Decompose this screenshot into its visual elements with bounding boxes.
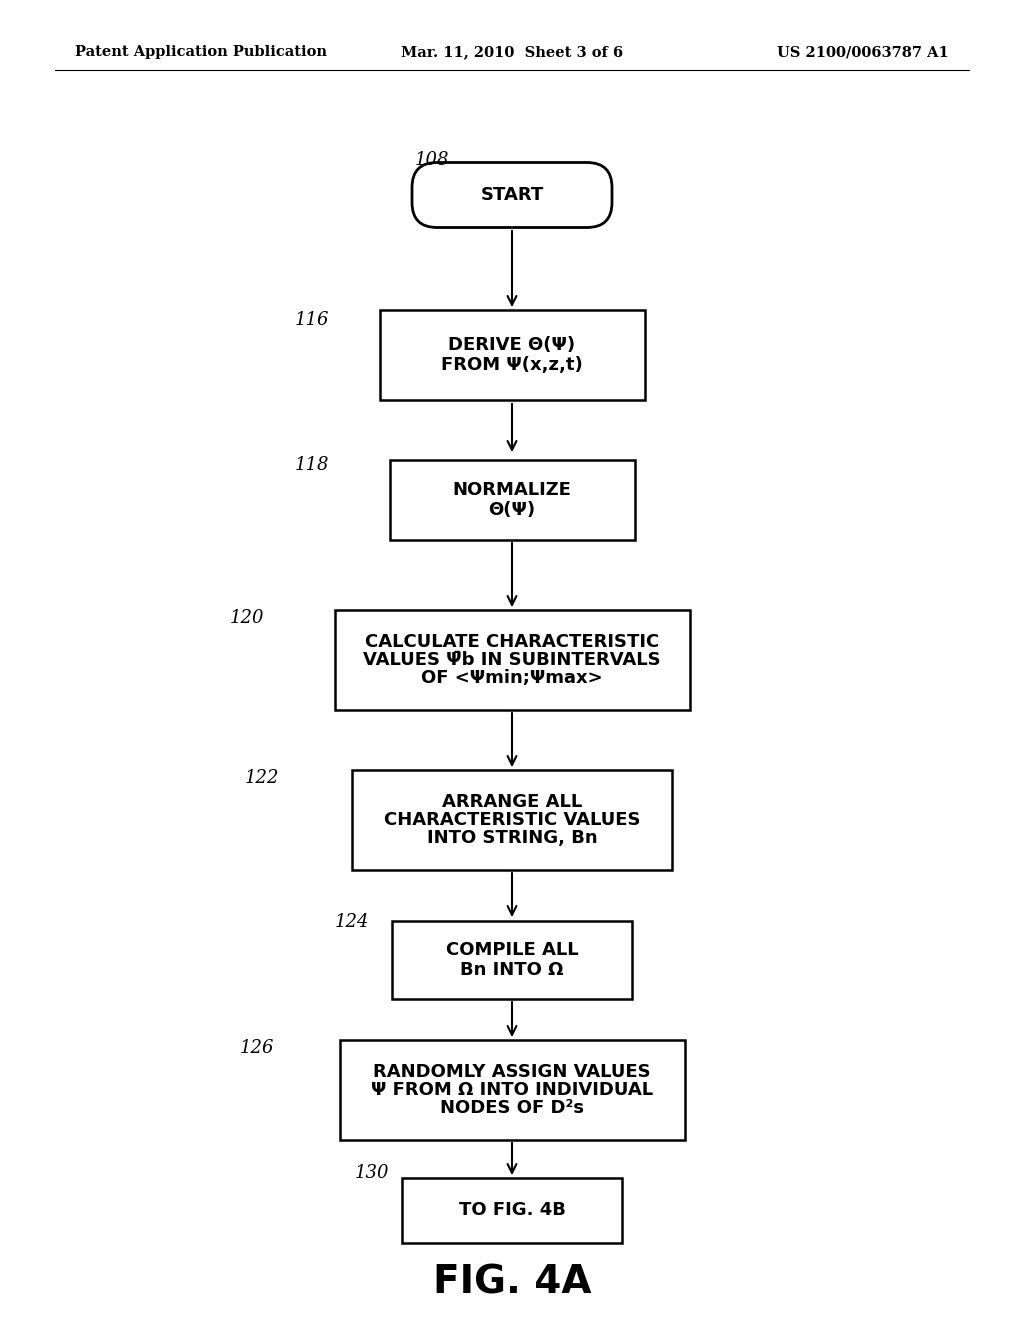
- Text: 130: 130: [355, 1164, 389, 1181]
- Text: 108: 108: [415, 150, 450, 169]
- Text: DERIVE Θ(Ψ)
FROM Ψ(x,z,t): DERIVE Θ(Ψ) FROM Ψ(x,z,t): [441, 335, 583, 375]
- Text: 124: 124: [335, 913, 370, 931]
- Text: Ψ FROM Ω INTO INDIVIDUAL: Ψ FROM Ω INTO INDIVIDUAL: [371, 1081, 653, 1100]
- Text: 122: 122: [245, 770, 280, 787]
- Text: CHARACTERISTIC VALUES: CHARACTERISTIC VALUES: [384, 810, 640, 829]
- Text: 118: 118: [295, 455, 330, 474]
- FancyBboxPatch shape: [412, 162, 612, 227]
- Text: RANDOMLY ASSIGN VALUES: RANDOMLY ASSIGN VALUES: [373, 1063, 651, 1081]
- Text: 120: 120: [230, 609, 264, 627]
- Bar: [335, 610, 689, 710]
- Text: 126: 126: [240, 1039, 274, 1057]
- Text: Mar. 11, 2010  Sheet 3 of 6: Mar. 11, 2010 Sheet 3 of 6: [401, 45, 623, 59]
- Text: VALUES Ψ̄b IN SUBINTERVALS: VALUES Ψ̄b IN SUBINTERVALS: [364, 651, 660, 669]
- Text: NODES OF D²s: NODES OF D²s: [440, 1100, 584, 1117]
- Text: NORMALIZE
Θ(Ψ): NORMALIZE Θ(Ψ): [453, 480, 571, 519]
- Text: 116: 116: [295, 312, 330, 329]
- Text: FIG. 4A: FIG. 4A: [433, 1265, 591, 1302]
- Text: US 2100/0063787 A1: US 2100/0063787 A1: [777, 45, 949, 59]
- Text: ARRANGE ALL: ARRANGE ALL: [442, 793, 582, 810]
- Bar: [380, 310, 644, 400]
- Text: CALCULATE CHARACTERISTIC: CALCULATE CHARACTERISTIC: [365, 634, 659, 651]
- Bar: [389, 459, 635, 540]
- Text: OF <Ψmin;Ψmax>: OF <Ψmin;Ψmax>: [421, 669, 603, 686]
- Text: START: START: [480, 186, 544, 205]
- Text: COMPILE ALL
Bn INTO Ω: COMPILE ALL Bn INTO Ω: [445, 941, 579, 979]
- Bar: [402, 1177, 622, 1242]
- Bar: [352, 770, 672, 870]
- Bar: [340, 1040, 684, 1140]
- Text: INTO STRING, Bn: INTO STRING, Bn: [427, 829, 597, 847]
- Bar: [392, 921, 632, 999]
- Text: TO FIG. 4B: TO FIG. 4B: [459, 1201, 565, 1218]
- Text: Patent Application Publication: Patent Application Publication: [75, 45, 327, 59]
